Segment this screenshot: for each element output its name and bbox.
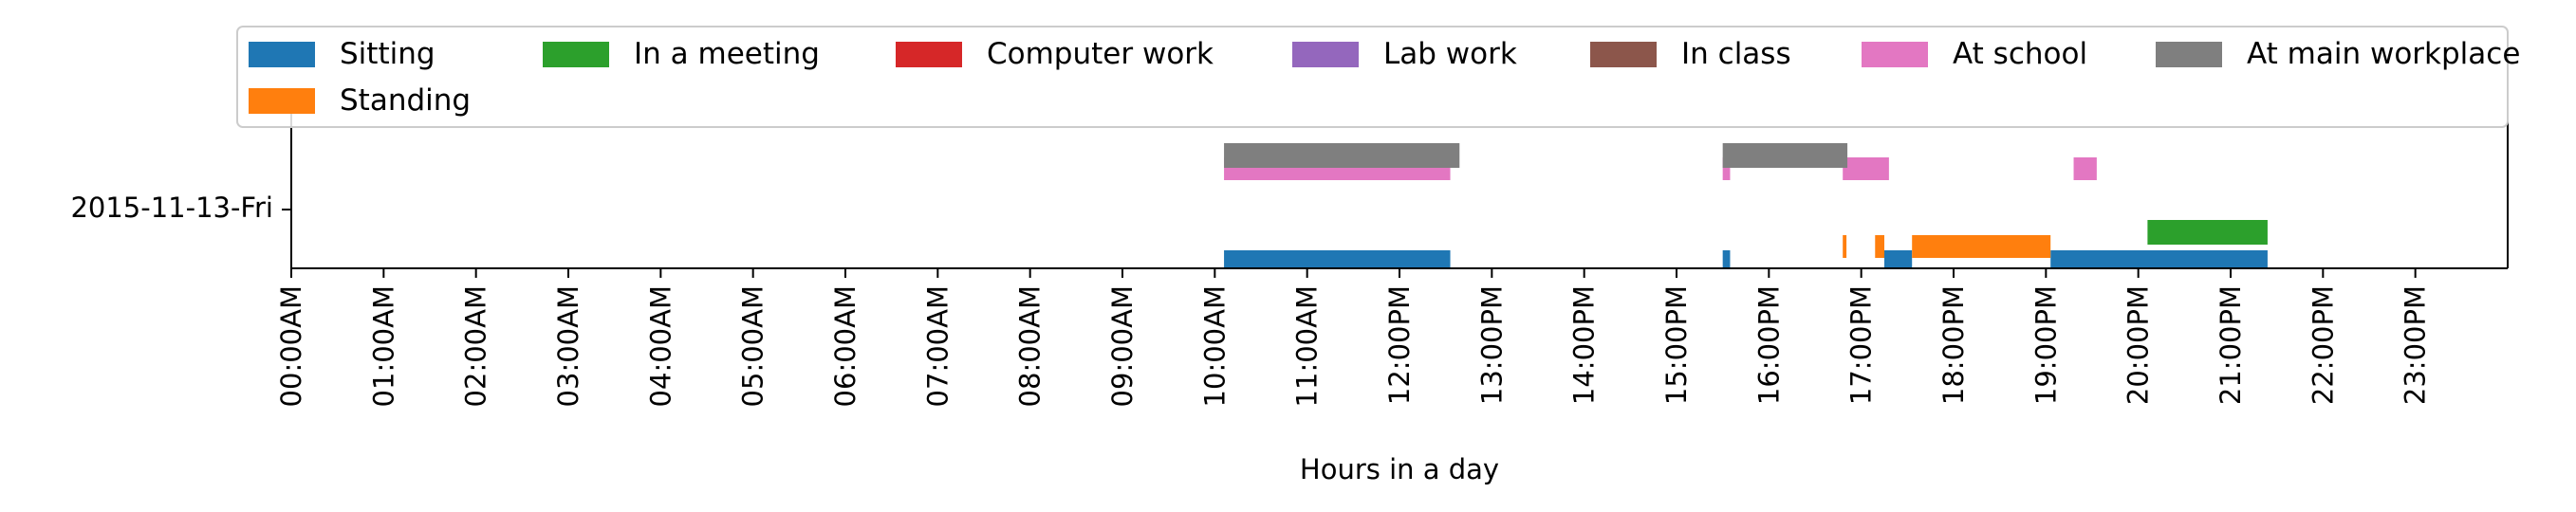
x-tick-label: 13:00PM xyxy=(1475,285,1508,405)
x-tick-label: 14:00PM xyxy=(1568,285,1601,405)
legend-swatch xyxy=(1292,42,1359,67)
legend-swatch xyxy=(249,42,315,67)
x-tick-label: 22:00PM xyxy=(2307,285,2339,405)
legend-swatch xyxy=(896,42,962,67)
x-tick-label: 23:00PM xyxy=(2400,285,2432,405)
legend-label: Computer work xyxy=(987,37,1214,71)
bar-in-a-meeting xyxy=(2147,220,2268,245)
x-tick-label: 17:00PM xyxy=(1845,285,1878,405)
bar-at-main-workplace xyxy=(1722,143,1848,168)
x-tick-label: 06:00AM xyxy=(829,285,862,407)
legend-label: At main workplace xyxy=(2247,37,2520,71)
activity-bars xyxy=(1224,143,2268,269)
x-tick-label: 11:00AM xyxy=(1291,285,1324,407)
bar-sitting xyxy=(2050,250,2268,269)
bar-at-school xyxy=(2073,157,2097,180)
legend-label: In class xyxy=(1681,37,1791,71)
x-tick-label: 12:00PM xyxy=(1383,285,1416,405)
x-tick-label: 03:00AM xyxy=(552,285,584,407)
x-tick-label: 16:00PM xyxy=(1752,285,1785,405)
x-tick-label: 04:00AM xyxy=(644,285,676,407)
bar-at-school xyxy=(1843,157,1889,180)
legend-label: Sitting xyxy=(340,37,436,71)
x-tick-label: 00:00AM xyxy=(275,285,307,407)
legend: Sitting Standing In a meeting Computer work… xyxy=(236,26,2520,128)
legend-swatch xyxy=(2156,42,2222,67)
legend-label: Lab work xyxy=(1383,37,1517,71)
x-tick-label: 15:00PM xyxy=(1660,285,1693,405)
x-ticks: 00:00AM 01:00AM 02:00AM 03:00AM 04:00AM 05:00… xyxy=(275,268,2432,407)
x-tick-label: 19:00PM xyxy=(2029,285,2062,405)
bar-standing xyxy=(1875,235,1884,258)
y-tick-label: 2015-11-13-Fri xyxy=(70,192,273,224)
legend-label: In a meeting xyxy=(634,37,820,71)
x-axis-label: Hours in a day xyxy=(1300,453,1499,485)
x-tick-label: 09:00AM xyxy=(1106,285,1139,407)
x-tick-label: 08:00AM xyxy=(1014,285,1047,407)
x-tick-label: 07:00AM xyxy=(921,285,954,407)
x-tick-label: 01:00AM xyxy=(367,285,399,407)
legend-swatch xyxy=(1590,42,1657,67)
x-tick-label: 21:00PM xyxy=(2215,285,2247,405)
bar-standing xyxy=(1912,235,2051,258)
bar-sitting xyxy=(1224,250,1451,269)
x-tick-label: 18:00PM xyxy=(1937,285,1970,405)
x-tick-label: 05:00AM xyxy=(737,285,769,407)
legend-frame xyxy=(236,26,2509,128)
plot-axes: 2015-11-13-Fri 00:00AM 01:00AM 02:00AM 03:0… xyxy=(70,95,2509,485)
legend-swatch xyxy=(543,42,609,67)
bar-at-main-workplace xyxy=(1224,143,1460,168)
x-tick-label: 02:00AM xyxy=(460,285,492,407)
x-tick-label: 20:00PM xyxy=(2122,285,2155,405)
legend-swatch xyxy=(249,88,315,114)
bar-at-school xyxy=(1722,157,1731,180)
x-tick-label: 10:00AM xyxy=(1198,285,1231,407)
legend-label: At school xyxy=(1953,37,2087,71)
bar-sitting xyxy=(1722,250,1731,269)
legend-swatch xyxy=(1862,42,1928,67)
legend-label: Standing xyxy=(340,83,471,118)
bar-standing xyxy=(1843,235,1847,258)
bar-sitting xyxy=(1884,250,1913,269)
